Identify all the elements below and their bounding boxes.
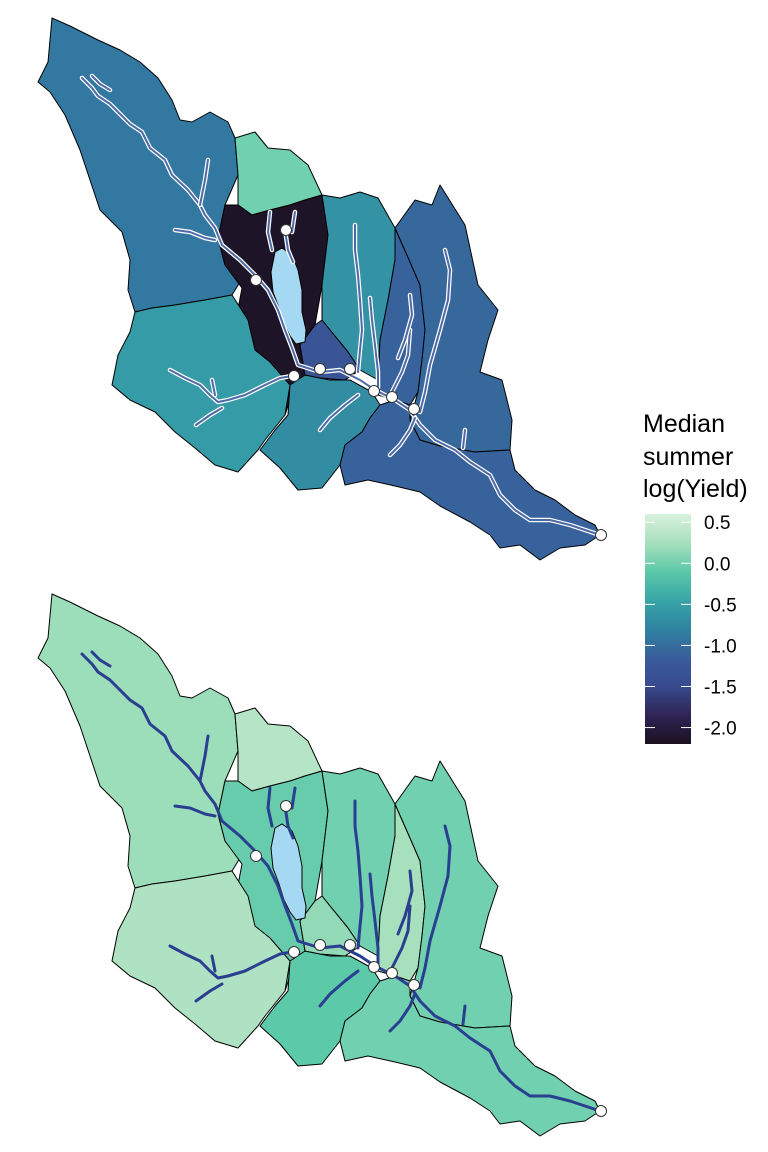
gauge-point (386, 967, 398, 979)
stream (198, 734, 210, 783)
legend-tick-label: -2.0 (704, 719, 737, 740)
gauge-point (288, 946, 300, 958)
stream (266, 786, 274, 828)
gauge-point (408, 979, 420, 991)
stream (368, 872, 380, 966)
stream (397, 294, 413, 359)
legend-tick-label: -1.0 (704, 636, 737, 657)
subbasin-southwest (111, 870, 291, 1049)
stream (173, 804, 217, 818)
gauge-point (386, 391, 398, 403)
stream (461, 1004, 467, 1026)
stream-network (79, 73, 603, 538)
stream (199, 159, 209, 206)
stream (396, 869, 414, 936)
legend-tick-label: 0.5 (704, 513, 730, 534)
stream (369, 297, 379, 389)
stream (284, 229, 294, 263)
stream (389, 417, 416, 456)
stream (211, 379, 216, 396)
stream (267, 211, 273, 251)
gauge-point (344, 363, 356, 375)
stream (319, 394, 359, 431)
subbasins (37, 17, 601, 561)
map-panel-top (37, 17, 607, 561)
gauge-point (314, 939, 326, 951)
gauge-point (314, 363, 326, 375)
stream (390, 904, 412, 970)
gauge-point (595, 1105, 607, 1117)
stream-network (80, 650, 602, 1113)
legend-tick-label: -1.5 (704, 678, 737, 699)
stream (391, 329, 411, 393)
stream (283, 804, 295, 840)
gauge-points (250, 800, 607, 1117)
legend-title-line-2: summer (643, 443, 733, 471)
gauge-point (250, 850, 262, 862)
stream (388, 992, 417, 1033)
subbasin-small-east-of-lake (299, 895, 361, 957)
legend-ticks: 0.5 0.0 -0.5 -1.0 -1.5 -2.0 (645, 513, 737, 740)
gauge-point (368, 961, 380, 973)
subbasin-nw-upper (37, 17, 241, 313)
subbasin-east (394, 760, 513, 1029)
stream (80, 652, 602, 1113)
stream (169, 369, 293, 403)
subbasins (37, 593, 601, 1137)
gauge-point (288, 370, 300, 382)
gauge-point (280, 224, 292, 236)
stream (91, 75, 111, 91)
legend-colorbar (645, 514, 691, 744)
stream (354, 224, 363, 373)
subbasin-small-east-of-lake (299, 319, 361, 381)
gauge-point (408, 403, 420, 415)
gauge-point (595, 529, 607, 541)
gauge-points (250, 224, 607, 541)
stream (210, 954, 217, 973)
map-panel-bottom (37, 593, 607, 1137)
subbasin-nw-upper (37, 593, 241, 889)
stream (81, 77, 601, 536)
legend: Median summer log(Yield) 0.5 0.0 -0.5 -1.0 -… (643, 410, 748, 744)
legend-title-line-1: Median (643, 410, 725, 438)
gauge-point (344, 939, 356, 951)
stream (418, 824, 452, 990)
lake (270, 823, 307, 921)
stream (90, 650, 112, 668)
stream (168, 944, 294, 980)
stream (195, 407, 223, 426)
legend-tick-label: -0.5 (704, 595, 737, 616)
stream (290, 786, 297, 810)
stream (353, 799, 364, 950)
gauge-point (250, 274, 262, 286)
stream (291, 211, 296, 233)
stream (419, 249, 451, 413)
gauge-point (280, 800, 292, 812)
stream (194, 982, 224, 1003)
gauge-point (368, 385, 380, 397)
stream (174, 229, 216, 241)
stream (318, 969, 360, 1008)
stream (462, 429, 466, 449)
legend-title-line-3: log(Yield) (643, 475, 748, 503)
legend-tick-label: 0.0 (704, 554, 730, 575)
